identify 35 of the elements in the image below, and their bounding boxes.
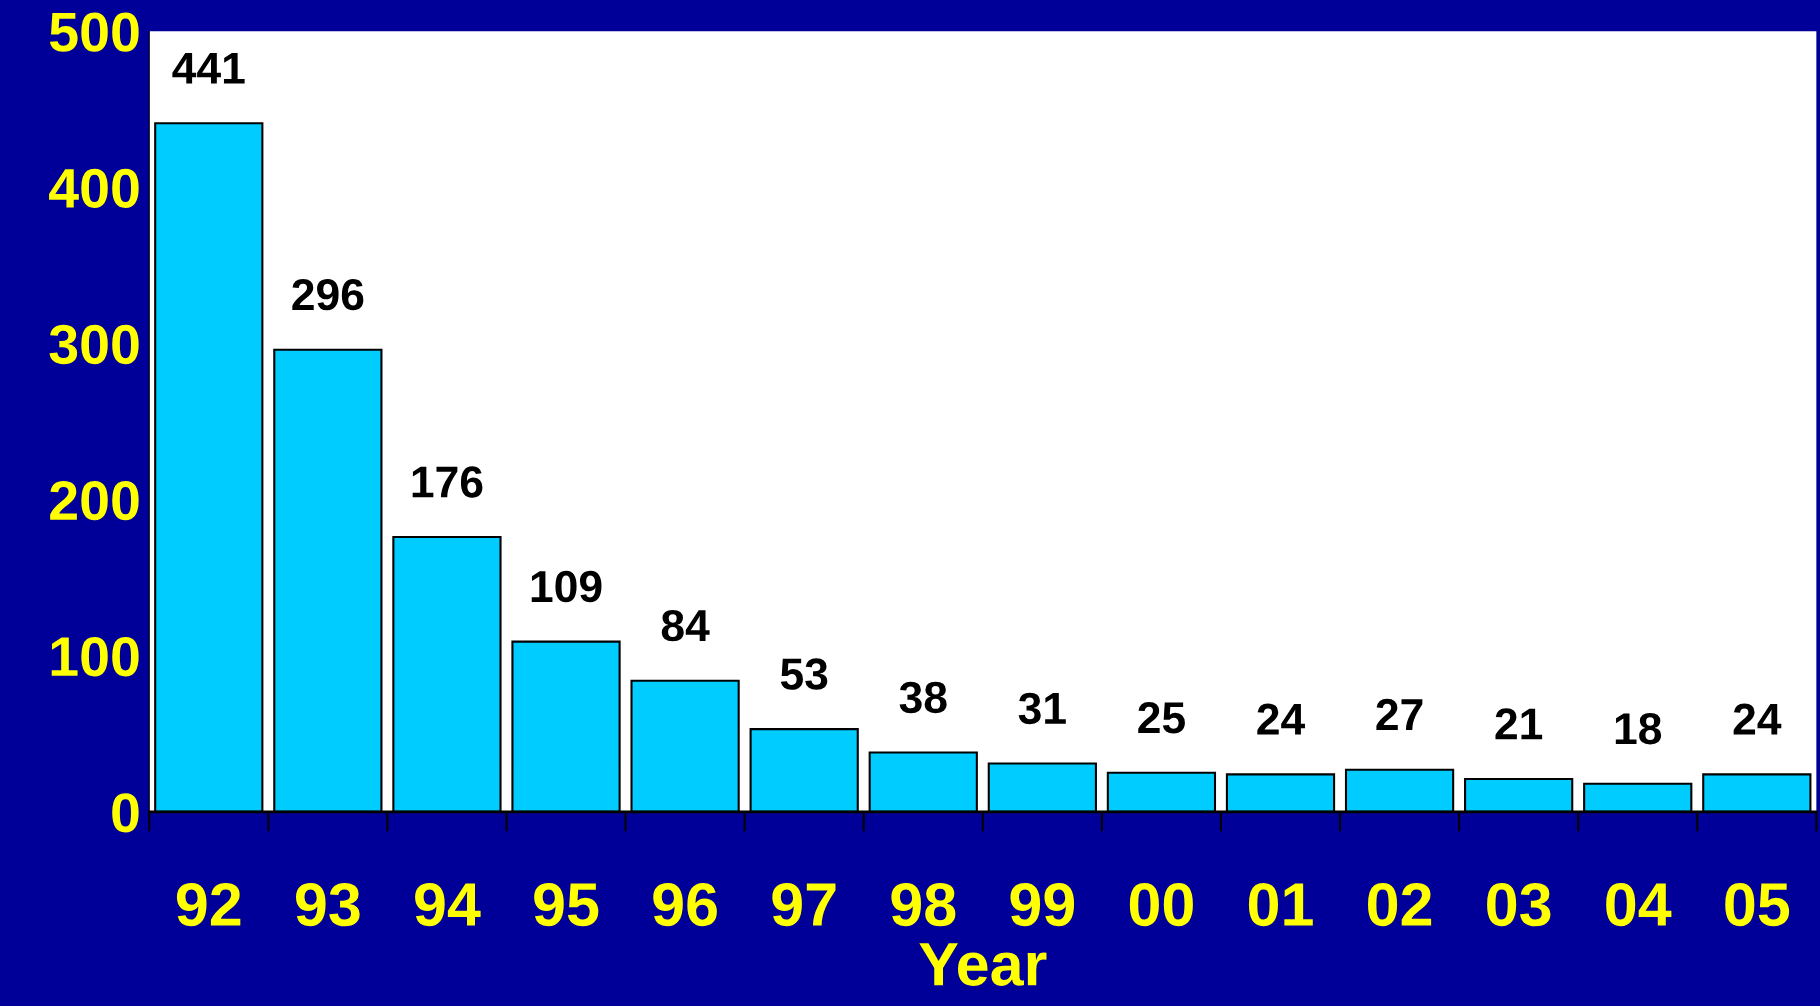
y-tick-label: 200 — [50, 480, 139, 521]
y-tick-label: 500 — [49, 12, 139, 52]
data-label: 176 — [412, 466, 483, 498]
x-axis-title: Year — [919, 943, 1047, 986]
data-label: 25 — [1138, 702, 1185, 734]
data-label: 84 — [661, 609, 710, 642]
x-tick-label: 99 — [1010, 882, 1075, 927]
data-label: 18 — [1615, 712, 1662, 745]
x-tick-label: 94 — [415, 882, 481, 927]
x-tick-label: 04 — [1606, 882, 1672, 927]
x-tick-label: 02 — [1368, 882, 1432, 927]
data-label: 296 — [292, 278, 364, 311]
data-label: 31 — [1018, 692, 1066, 725]
x-tick-label: 95 — [534, 882, 599, 927]
data-label: 27 — [1376, 698, 1423, 730]
y-tick-label: 0 — [112, 793, 139, 833]
x-tick-label: 98 — [891, 882, 956, 927]
data-label: 38 — [899, 681, 947, 714]
data-label: 53 — [780, 658, 828, 690]
x-tick-label: 97 — [772, 882, 836, 927]
x-tick-label: 00 — [1129, 882, 1193, 927]
data-label: 109 — [531, 570, 602, 603]
data-label: 24 — [1733, 703, 1782, 735]
data-label: 441 — [172, 52, 245, 84]
x-tick-label: 03 — [1487, 882, 1551, 927]
x-tick-label: 01 — [1248, 882, 1313, 927]
x-tick-label: 96 — [653, 882, 717, 927]
data-label: 21 — [1495, 708, 1543, 740]
y-tick-label: 300 — [49, 324, 139, 365]
y-tick-label: 400 — [49, 168, 139, 208]
y-tick-label: 100 — [51, 637, 139, 677]
x-tick-label: 93 — [296, 882, 360, 927]
x-tick-label: 92 — [176, 882, 241, 927]
x-tick-label: 05 — [1725, 882, 1790, 927]
data-label: 24 — [1257, 703, 1305, 735]
